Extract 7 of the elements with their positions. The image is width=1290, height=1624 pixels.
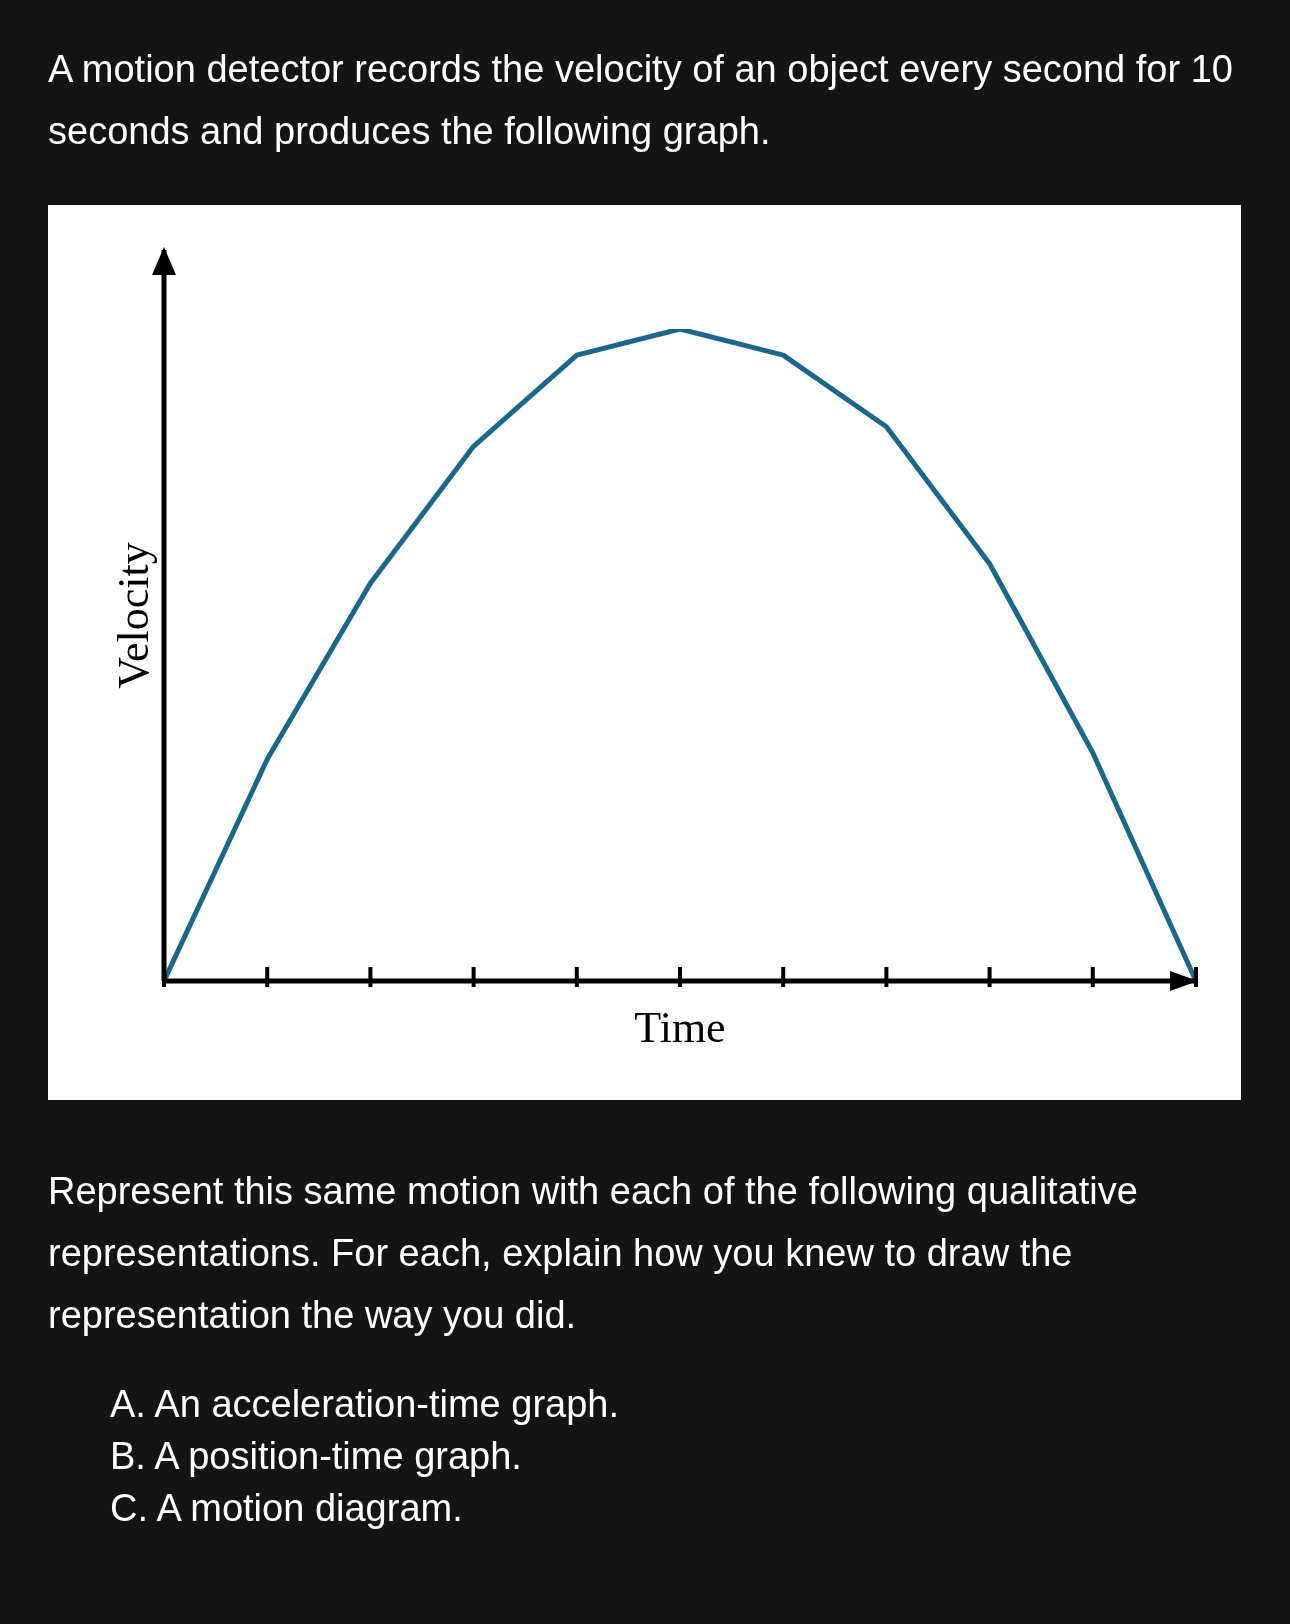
text: C. A motion diagram. xyxy=(110,1486,464,1531)
text: Represent this same motion with each of the following qualitative representations. For each, explain how you knew to draw the representation the way you did. xyxy=(48,1169,1139,1338)
text: A. An acceleration-time graph. xyxy=(110,1382,621,1427)
text: B. A position-time graph. xyxy=(110,1434,523,1479)
chart-title: A motion detector records the velocity of an object every second for 10 seconds and produces the following graph. xyxy=(48,47,1234,154)
x-axis-title: Time xyxy=(634,1003,726,1053)
y-axis-title: Velocity xyxy=(108,542,158,689)
